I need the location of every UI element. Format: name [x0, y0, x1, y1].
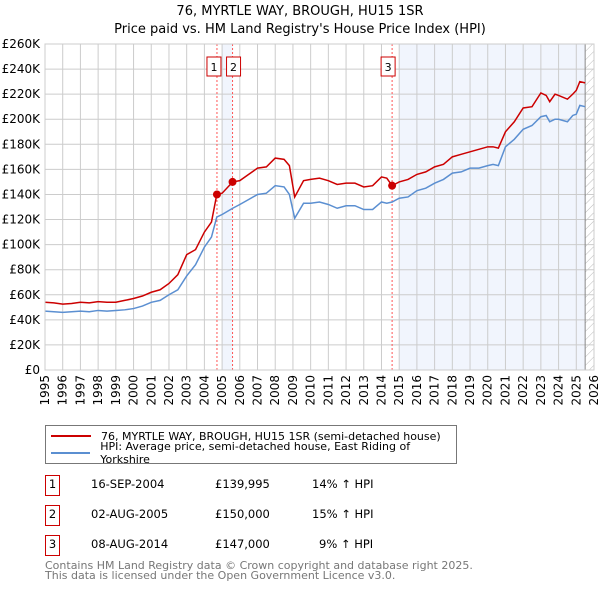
- x-tick-label: 2022: [516, 375, 530, 406]
- sale-hpi-diff: 14% ↑ HPI: [312, 477, 374, 491]
- future-hatch: [585, 44, 594, 370]
- x-tick-label: 2019: [463, 375, 477, 406]
- y-tick-label: £60K: [9, 288, 41, 302]
- x-tick-label: 2026: [587, 375, 600, 406]
- x-tick-label: 2013: [357, 375, 371, 406]
- x-tick-label: 1997: [73, 375, 87, 406]
- sale-price: £147,000: [215, 537, 270, 551]
- plot-border: [44, 43, 595, 371]
- shaded-region: [222, 44, 233, 370]
- sale-marker-box: [226, 56, 242, 77]
- x-tick-label: 2001: [144, 375, 158, 406]
- x-tick-label: 2020: [481, 375, 495, 406]
- x-tick-label: 2017: [428, 375, 442, 406]
- legend-label-hpi: HPI: Average price, semi-detached house,…: [100, 440, 411, 466]
- sale-marker-label: 2: [45, 505, 60, 526]
- shaded-region: [399, 44, 586, 370]
- y-tick-label: £140K: [2, 187, 42, 201]
- legend: 76, MYRTLE WAY, BROUGH, HU15 1SR (semi-d…: [45, 425, 457, 466]
- x-tick-label: 1995: [38, 375, 52, 406]
- sale-point: [212, 190, 221, 199]
- chart-subtitle: Price paid vs. HM Land Registry's House …: [114, 22, 486, 37]
- x-tick-label: 1999: [109, 375, 123, 406]
- sale-marker-number: 3: [385, 61, 392, 74]
- x-tick-label: 2021: [498, 375, 512, 406]
- x-tick-label: 2011: [321, 375, 335, 406]
- y-tick-label: £20K: [9, 338, 41, 352]
- y-tick-label: £180K: [2, 137, 42, 151]
- x-tick-label: 2014: [374, 375, 388, 406]
- y-tick-label: £160K: [2, 162, 42, 176]
- x-tick-label: 2015: [392, 375, 406, 406]
- x-tick-label: 2008: [268, 375, 282, 406]
- y-tick-label: £120K: [2, 213, 42, 227]
- x-tick-label: 2010: [304, 375, 318, 406]
- x-tick-label: 1996: [56, 375, 70, 406]
- x-tick-label: 2025: [569, 375, 583, 406]
- x-tick-label: 2024: [552, 375, 566, 406]
- chart-title: 76, MYRTLE WAY, BROUGH, HU15 1SR: [176, 4, 424, 19]
- x-tick-label: 2005: [215, 375, 229, 406]
- legend-swatch-hpi: [51, 452, 91, 454]
- sale-hpi-diff: 9% ↑ HPI: [319, 537, 374, 551]
- sale-point: [228, 177, 237, 186]
- sale-hpi-diff: 15% ↑ HPI: [312, 507, 374, 521]
- legend-label-property: 76, MYRTLE WAY, BROUGH, HU15 1SR (semi-d…: [101, 429, 441, 443]
- y-tick-label: £200K: [2, 112, 42, 126]
- x-tick-label: 2003: [180, 375, 194, 406]
- x-tick-label: 1998: [91, 375, 105, 406]
- x-tick-label: 2006: [233, 375, 247, 406]
- x-tick-label: 2009: [286, 375, 300, 406]
- y-tick-label: £220K: [2, 87, 42, 101]
- x-tick-label: 2007: [251, 375, 265, 406]
- y-tick-label: £80K: [9, 263, 41, 277]
- footer-line-1: Contains HM Land Registry data © Crown c…: [45, 559, 473, 572]
- x-tick-label: 2000: [127, 375, 141, 406]
- x-tick-label: 2018: [445, 375, 459, 406]
- y-tick-label: £0: [25, 363, 40, 377]
- x-tick-label: 2004: [197, 375, 211, 406]
- x-tick-label: 2002: [162, 375, 176, 406]
- sale-marker-box: [206, 56, 222, 77]
- footer-line-2: This data is licensed under the Open Gov…: [45, 569, 396, 582]
- y-tick-label: £240K: [2, 62, 42, 76]
- sale-date: 16-SEP-2004: [91, 477, 165, 491]
- x-tick-label: 2012: [339, 375, 353, 406]
- sale-marker-number: 2: [230, 61, 237, 74]
- plot-area: 1995 1996 1997 1998 1999 2000 2001 2002 2003 2004…: [2, 37, 600, 406]
- property-price-line: [44, 80, 586, 305]
- sale-marker-label: 3: [45, 535, 60, 556]
- sale-marker-box: [380, 56, 396, 77]
- sale-point: [388, 181, 397, 190]
- hpi-line: [44, 104, 586, 314]
- y-tick-label: £100K: [2, 238, 42, 252]
- x-tick-label: 2023: [534, 375, 548, 406]
- sale-date: 08-AUG-2014: [91, 537, 169, 551]
- x-tick-label: 2016: [410, 375, 424, 406]
- y-tick-label: £260K: [2, 37, 42, 51]
- sale-date: 02-AUG-2005: [91, 507, 169, 521]
- sale-marker-label: 1: [45, 475, 60, 496]
- footer: Contains HM Land Registry data © Crown c…: [45, 559, 473, 582]
- sale-price: £139,995: [215, 477, 270, 491]
- legend-swatch-property: [51, 435, 91, 437]
- sale-price: £150,000: [215, 507, 270, 521]
- sale-marker-number: 1: [210, 61, 217, 74]
- y-tick-label: £40K: [9, 313, 41, 327]
